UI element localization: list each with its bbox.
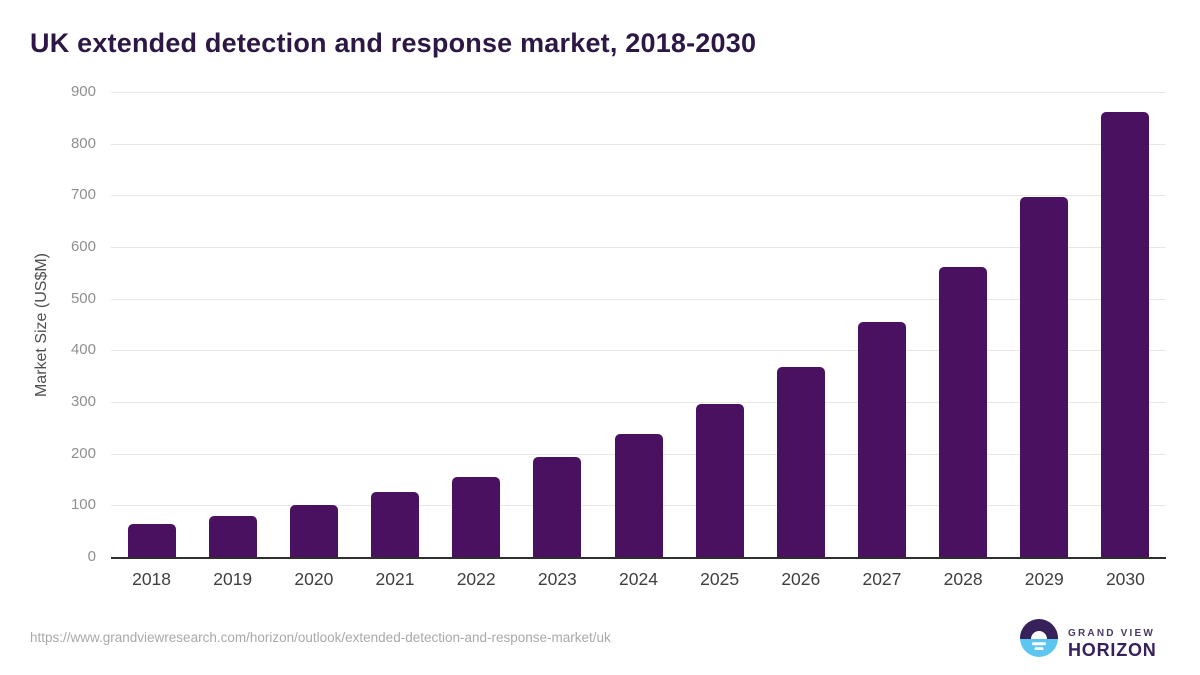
y-tick-200: 200: [70, 444, 96, 462]
gridline-800: [111, 143, 1166, 145]
x-tick-2020: 2020: [294, 569, 334, 589]
bar-2021: [371, 492, 420, 557]
y-axis-title: Market Size (US$M): [33, 252, 50, 398]
bar-2020: [289, 505, 338, 557]
x-tick-2030: 2030: [1105, 569, 1145, 589]
y-tick-400: 400: [70, 341, 96, 359]
gridline-300: [111, 402, 1166, 403]
bar-2019: [208, 516, 257, 557]
bar-2018: [127, 523, 176, 557]
bar-2024: [614, 434, 663, 557]
y-tick-700: 700: [70, 186, 96, 204]
gridline-700: [111, 195, 1166, 197]
x-tick-2029: 2029: [1024, 569, 1064, 589]
x-tick-2018: 2018: [132, 569, 172, 589]
brand-name-bottom: HORIZON: [1068, 640, 1157, 660]
gridline-900: [111, 92, 1166, 93]
gridline-600: [111, 247, 1166, 248]
x-tick-2024: 2024: [619, 569, 658, 589]
chart-title: UK extended detection and response marke…: [30, 28, 757, 58]
y-tick-800: 800: [70, 134, 96, 152]
x-tick-2021: 2021: [375, 569, 415, 589]
bar-2030: [1101, 111, 1150, 557]
brand-name-top: GRAND VIEW: [1068, 628, 1155, 639]
y-tick-300: 300: [70, 393, 96, 410]
x-tick-2028: 2028: [943, 569, 983, 589]
bar-2029: [1020, 197, 1069, 557]
bar-2023: [533, 457, 582, 557]
x-tick-2027: 2027: [862, 569, 902, 589]
brand-logo: GRAND VIEW HORIZON: [1020, 618, 1180, 660]
bar-2027: [857, 321, 906, 557]
x-tick-2022: 2022: [456, 569, 496, 589]
brand-text: GRAND VIEW HORIZON: [1068, 628, 1157, 661]
y-tick-900: 900: [70, 83, 96, 100]
y-tick-100: 100: [70, 496, 96, 514]
x-tick-2025: 2025: [700, 569, 740, 589]
y-tick-500: 500: [70, 289, 96, 307]
source-url: https://www.grandviewresearch.com/horizo…: [30, 630, 611, 645]
plot-area: [111, 92, 1166, 559]
horizon-logo-icon: [1020, 619, 1058, 657]
bar-2022: [452, 476, 501, 557]
y-tick-600: 600: [70, 238, 96, 255]
x-tick-2023: 2023: [537, 569, 577, 589]
x-tick-2026: 2026: [781, 569, 821, 589]
y-tick-0: 0: [87, 548, 96, 565]
gridline-400: [111, 350, 1166, 352]
gridline-500: [111, 298, 1166, 300]
bar-2025: [695, 404, 744, 557]
x-tick-2019: 2019: [213, 569, 253, 589]
bar-2026: [776, 367, 825, 557]
x-axis-line: [111, 557, 1166, 559]
bar-2028: [939, 266, 988, 557]
